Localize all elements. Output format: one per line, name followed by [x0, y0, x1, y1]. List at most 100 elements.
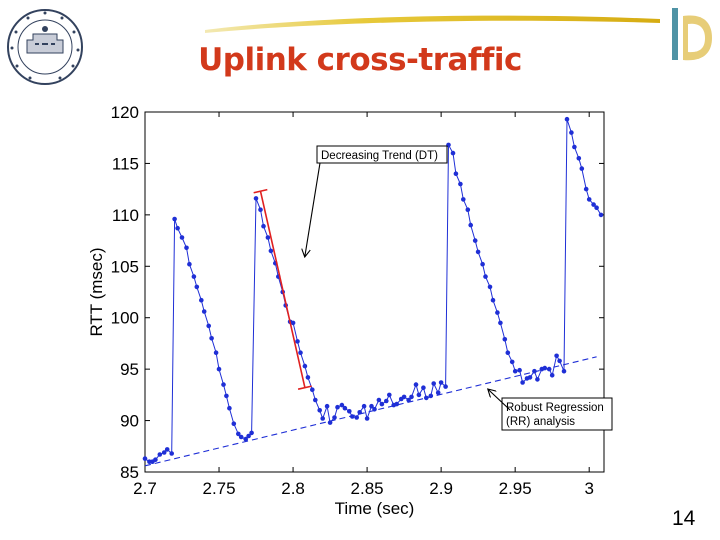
rtt-data-point [161, 450, 167, 455]
y-tick-label: 120 [111, 103, 139, 122]
rtt-data-point [172, 216, 177, 222]
rtt-data-point [231, 421, 237, 427]
rr-annotation-line: (RR) analysis [506, 416, 575, 428]
rtt-data-point [313, 397, 318, 403]
rtt-data-point [184, 245, 189, 251]
rtt-data-point [243, 436, 248, 442]
rtt-data-point [465, 207, 471, 212]
rtt-data-point [461, 197, 466, 202]
rtt-data-point [342, 405, 348, 411]
dt-segment [259, 191, 306, 388]
rtt-data-point [290, 320, 296, 326]
rtt-data-point [453, 171, 459, 176]
rtt-data-point [554, 353, 559, 359]
rtt-data-point [498, 320, 503, 326]
rr-annotation-line: Robust Regression [506, 402, 604, 414]
rtt-data-point [576, 156, 582, 161]
rtt-data-point [594, 205, 599, 210]
x-tick-label: 2.95 [499, 479, 532, 498]
dt-annotation-arrow [305, 162, 321, 256]
rtt-data-point [542, 365, 548, 371]
rtt-data-point [201, 309, 207, 314]
rtt-data-point [431, 381, 437, 386]
rtt-data-point [572, 144, 577, 150]
rtt-data-point [191, 274, 197, 279]
rtt-data-point [591, 202, 596, 207]
rtt-data-point [302, 363, 308, 369]
rtt-data-point [490, 297, 496, 303]
rtt-data-point [335, 404, 340, 410]
rtt-data-point [561, 368, 567, 374]
rtt-data-point [221, 382, 226, 387]
rtt-data-point [224, 393, 229, 399]
rtt-data-point [472, 238, 478, 243]
rtt-data-point [394, 401, 400, 407]
rtt-data-point [532, 368, 537, 374]
rtt-data-point [443, 384, 448, 389]
rtt-data-point [458, 181, 463, 187]
y-tick-label: 95 [120, 360, 139, 379]
rtt-data-point [424, 395, 429, 401]
rtt-data-point [428, 393, 434, 399]
rtt-data-point [505, 350, 511, 356]
rr-annotation-arrow [489, 390, 511, 411]
rtt-data-point [194, 284, 200, 290]
dt-segment-cap-top [253, 188, 268, 194]
rtt-data-point [268, 248, 274, 254]
rtt-data-point [483, 274, 488, 279]
rtt-data-point [475, 249, 481, 255]
rtt-data-point [261, 223, 266, 229]
x-axis-label: Time (sec) [335, 499, 415, 518]
rtt-data-point [209, 336, 214, 341]
rtt-data-point [253, 196, 259, 201]
rtt-data-point [384, 398, 389, 404]
rtt-data-point [361, 403, 367, 409]
rtt-data-point [164, 447, 170, 452]
slide-title: Uplink cross-traffic [198, 42, 522, 78]
rtt-data-point [265, 235, 271, 240]
rtt-data-point [379, 401, 385, 407]
x-tick-label: 2.8 [281, 479, 305, 498]
rtt-data-point [512, 368, 518, 374]
y-tick-label: 90 [120, 412, 139, 431]
rtt-data-point [502, 337, 508, 342]
rtt-data-point [142, 456, 148, 461]
rtt-data-point [258, 207, 263, 212]
rtt-data-point [438, 380, 444, 385]
rtt-data-point [327, 420, 333, 425]
rtt-data-point [187, 261, 192, 267]
rtt-data-point [249, 430, 254, 436]
rtt-data-point [579, 166, 585, 171]
institution-logo [672, 8, 712, 61]
rtt-data-point [332, 415, 337, 420]
rtt-data-point [520, 380, 525, 385]
rtt-data-point [517, 367, 522, 373]
rtt-data-point [357, 410, 363, 415]
rtt-data-point [527, 375, 533, 380]
dt-segment-cap-bottom [297, 385, 312, 390]
rtt-data-point [179, 235, 185, 240]
rr-annotation-box [501, 397, 613, 431]
x-tick-label: 3 [584, 479, 593, 498]
rr-annotation-text: Robust Regression (RR) analysis [506, 402, 604, 428]
rtt-data-point [435, 390, 441, 396]
rtt-data-point [406, 397, 411, 403]
rtt-data-point [535, 377, 540, 382]
rtt-data-point [421, 385, 426, 391]
rtt-data-point [369, 403, 374, 409]
rtt-data-point [347, 409, 352, 414]
rtt-data-point [310, 387, 315, 393]
rtt-data-point [372, 407, 377, 412]
page-number: 14 [672, 507, 696, 530]
rtt-data-point [480, 261, 485, 267]
rtt-data-point [320, 416, 326, 421]
rtt-data-point [339, 402, 345, 408]
dt-annotation-text: Decreasing Trend (DT) [321, 150, 438, 162]
rtt-data-point [350, 414, 355, 419]
robust-regression-line [144, 356, 597, 467]
rtt-data-point [549, 373, 555, 378]
y-axis-label: RTT (msec) [87, 247, 106, 336]
rtt-data-point [324, 403, 330, 409]
seal-logo [7, 9, 83, 85]
